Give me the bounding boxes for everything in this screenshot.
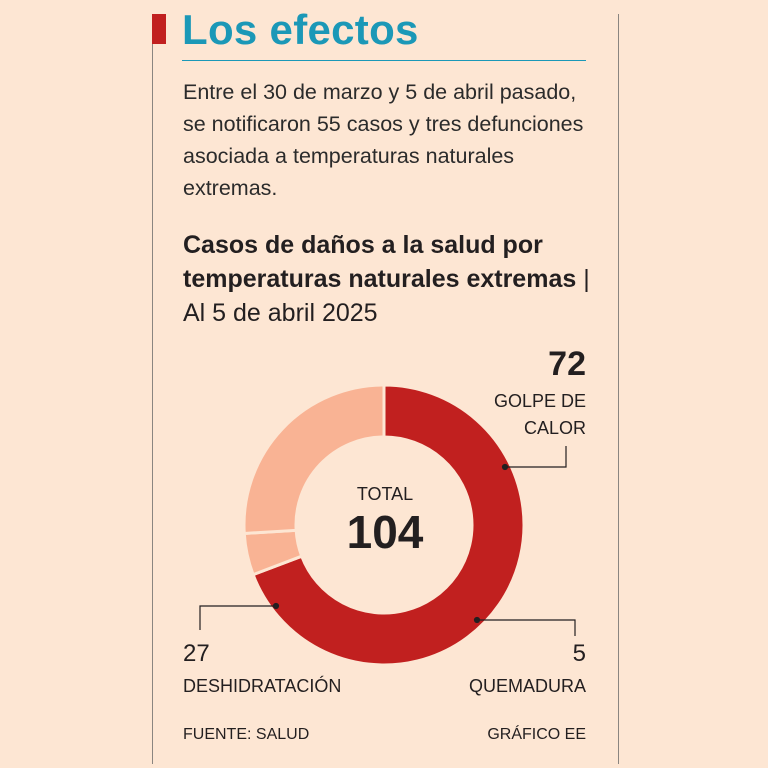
accent-bar	[152, 14, 166, 44]
chart-subtitle: Al 5 de abril 2025	[183, 299, 378, 327]
source-credit: FUENTE: SALUD	[183, 726, 310, 743]
donut-center-value: 104	[346, 506, 424, 558]
intro-paragraph: Entre el 30 de marzo y 5 de abril pasado…	[183, 80, 584, 200]
leader-line-desh	[199, 605, 276, 630]
graphic-credit: GRÁFICO EE	[487, 726, 586, 743]
leader-dot-quem	[473, 616, 481, 624]
slice-value-golpe: 72	[548, 345, 586, 383]
leader-lines	[199, 446, 576, 636]
donut-slice-golpe-de-calor	[251, 383, 526, 667]
leader-dot-desh	[272, 602, 280, 610]
slice-value-desh: 27	[183, 640, 210, 667]
slice-value-quem: 5	[572, 640, 586, 667]
slice-label-quem: QUEMADURA	[468, 676, 586, 696]
infographic-frame	[152, 14, 619, 764]
page-title: Los efectos	[182, 6, 419, 53]
donut-slices	[242, 383, 526, 667]
chart-title-block: Casos de daños a la salud por temperatur…	[183, 228, 603, 330]
chart-title: Casos de daños a la salud por temperatur…	[183, 231, 577, 293]
donut-center-label: TOTAL	[356, 484, 414, 504]
leader-line-quem	[477, 619, 576, 636]
slice-label-golpe: GOLPE DE CALOR	[493, 391, 586, 438]
donut-slice-deshidratación	[242, 383, 386, 536]
title-rule	[182, 60, 586, 61]
leader-line-golpe	[505, 446, 567, 468]
leader-dot-golpe	[501, 463, 509, 471]
slice-label-desh: DESHIDRATACIÓN	[183, 676, 342, 696]
chart-title-separator: |	[583, 265, 590, 293]
